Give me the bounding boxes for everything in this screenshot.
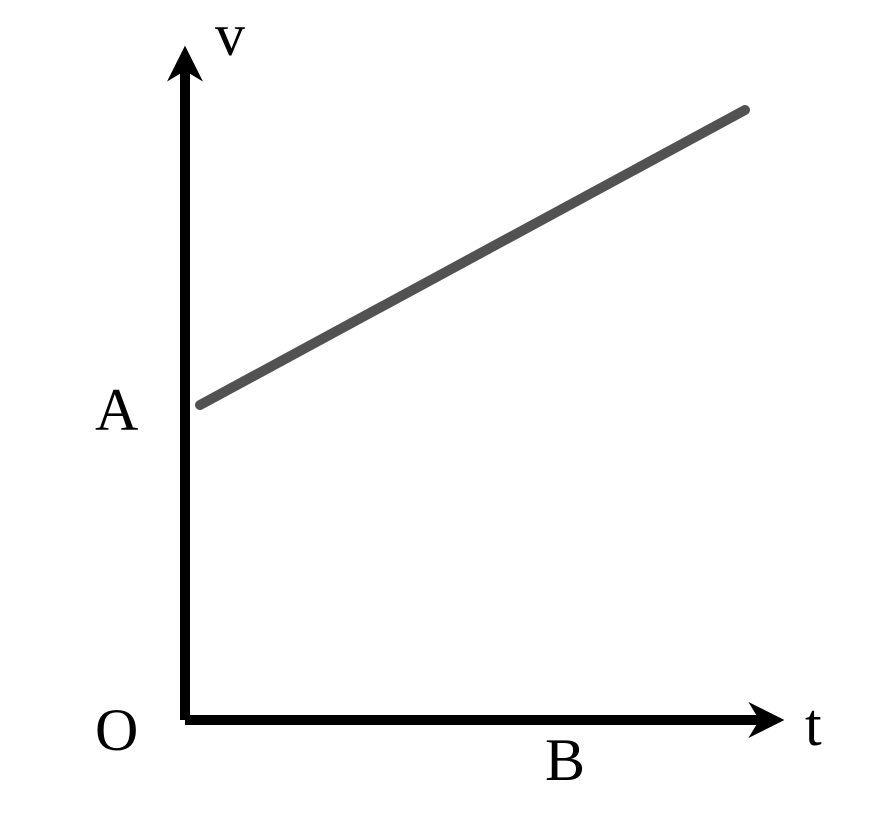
origin-label: O bbox=[95, 697, 138, 763]
x-axis-label: t bbox=[805, 692, 822, 758]
chart-svg: v t O A B bbox=[0, 0, 890, 821]
vt-chart: v t O A B bbox=[0, 0, 890, 821]
x-marker-label: B bbox=[545, 727, 585, 793]
intercept-label: A bbox=[95, 377, 138, 443]
y-axis-label: v bbox=[215, 2, 245, 68]
